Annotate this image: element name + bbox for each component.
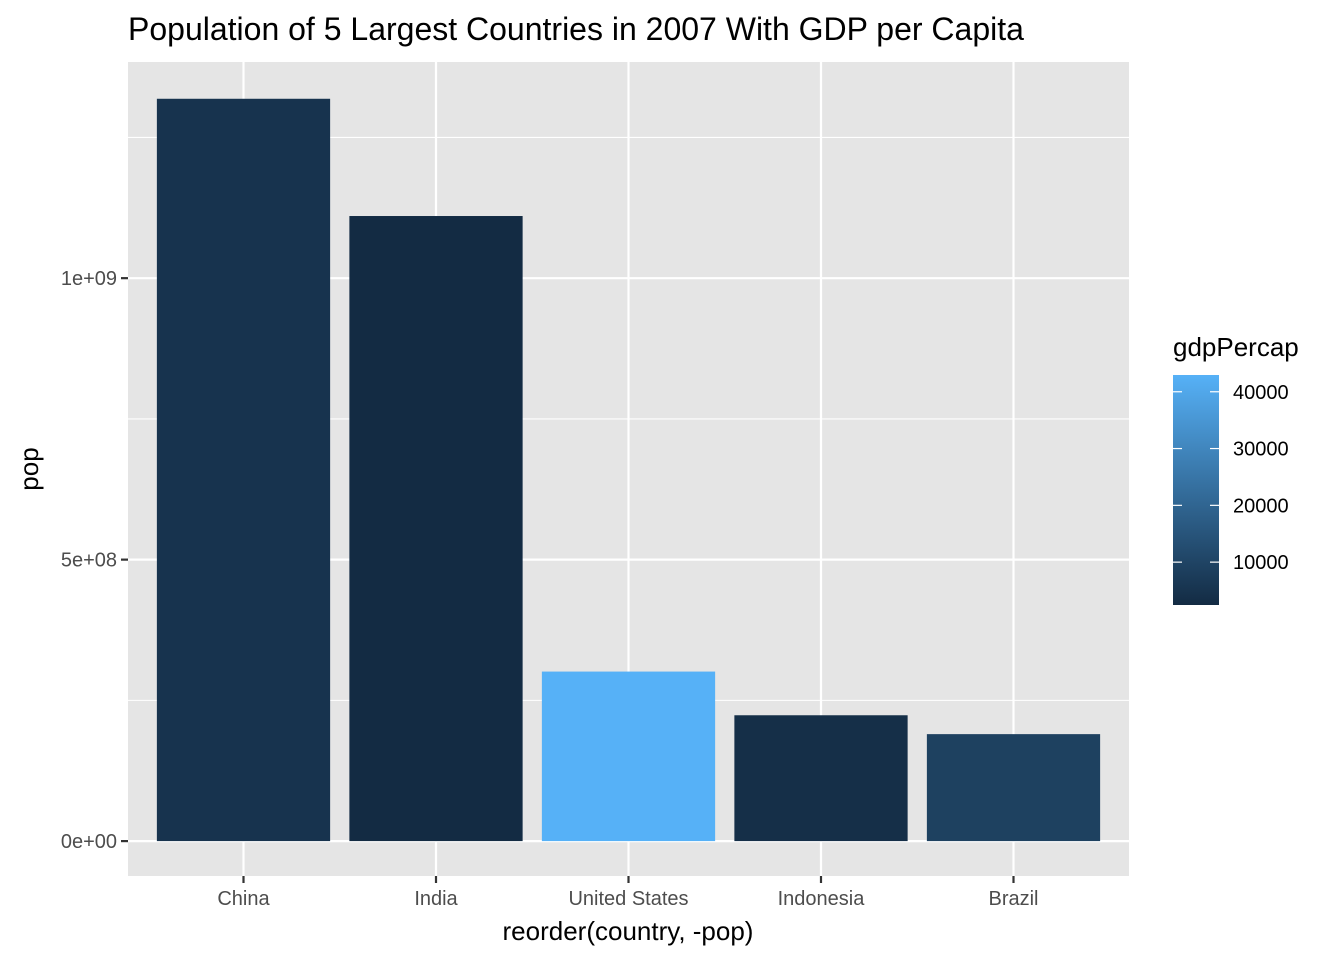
bars	[156, 98, 1101, 842]
x-axis-title: reorder(country, -pop)	[503, 916, 754, 946]
x-tick-label: China	[217, 888, 270, 910]
x-tick-label: Brazil	[988, 888, 1038, 910]
x-tick-label: United States	[568, 888, 688, 910]
x-tick-label: India	[414, 888, 458, 910]
y-tick-label: 1e+09	[61, 268, 117, 290]
y-axis-title: pop	[14, 447, 44, 490]
y-tick-label: 5e+08	[61, 550, 117, 572]
bar-brazil	[926, 734, 1101, 842]
legend-break-label: 20000	[1233, 495, 1289, 517]
x-tick-label: Indonesia	[778, 888, 866, 910]
bar-indonesia	[734, 715, 908, 842]
y-tick-label: 0e+00	[61, 831, 117, 853]
legend-break-label: 30000	[1233, 439, 1289, 461]
legend-break-label: 10000	[1233, 552, 1289, 574]
legend-break-label: 40000	[1233, 382, 1289, 404]
legend: gdpPercap 10000 20000 30000 40000	[1173, 332, 1299, 605]
axes: 0e+00 5e+08 1e+09 China India United States In…	[61, 268, 1039, 910]
bar-united-states	[541, 671, 716, 842]
chart-title: Population of 5 Largest Countries in 200…	[128, 11, 1024, 47]
bar-india	[349, 216, 523, 842]
legend-ticks: 10000 20000 30000 40000	[1173, 382, 1289, 574]
bar-china	[156, 98, 331, 842]
legend-colorbar	[1173, 375, 1219, 605]
legend-title: gdpPercap	[1173, 332, 1299, 362]
